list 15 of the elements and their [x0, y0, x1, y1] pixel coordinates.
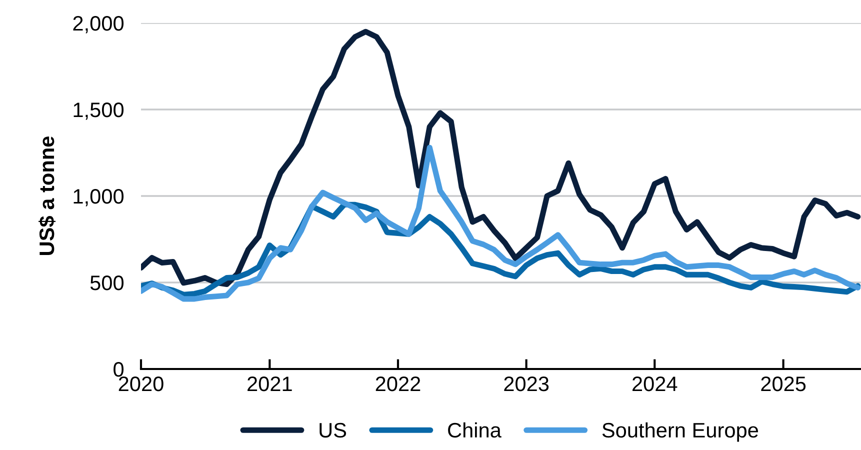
legend-label: Southern Europe: [602, 422, 758, 442]
x-tick-label: 2023: [504, 376, 549, 392]
y-tick-label: 0: [114, 362, 124, 377]
y-tick-label: 2,000: [73, 16, 124, 34]
y-tick-label: 1,000: [74, 189, 124, 206]
y-axis-title: US$ a tonne: [38, 136, 56, 255]
x-tick-label: 2020: [118, 376, 164, 392]
x-tick-label: 2025: [761, 376, 806, 392]
legend-label: China: [448, 422, 502, 438]
y-tick-label: 1,500: [74, 102, 124, 120]
legend-label: US: [320, 422, 346, 438]
x-tick-label: 2024: [632, 376, 678, 392]
x-tick-label: 2021: [248, 376, 292, 392]
x-tick-label: 2022: [376, 376, 420, 392]
y-tick-label: 500: [90, 276, 124, 290]
